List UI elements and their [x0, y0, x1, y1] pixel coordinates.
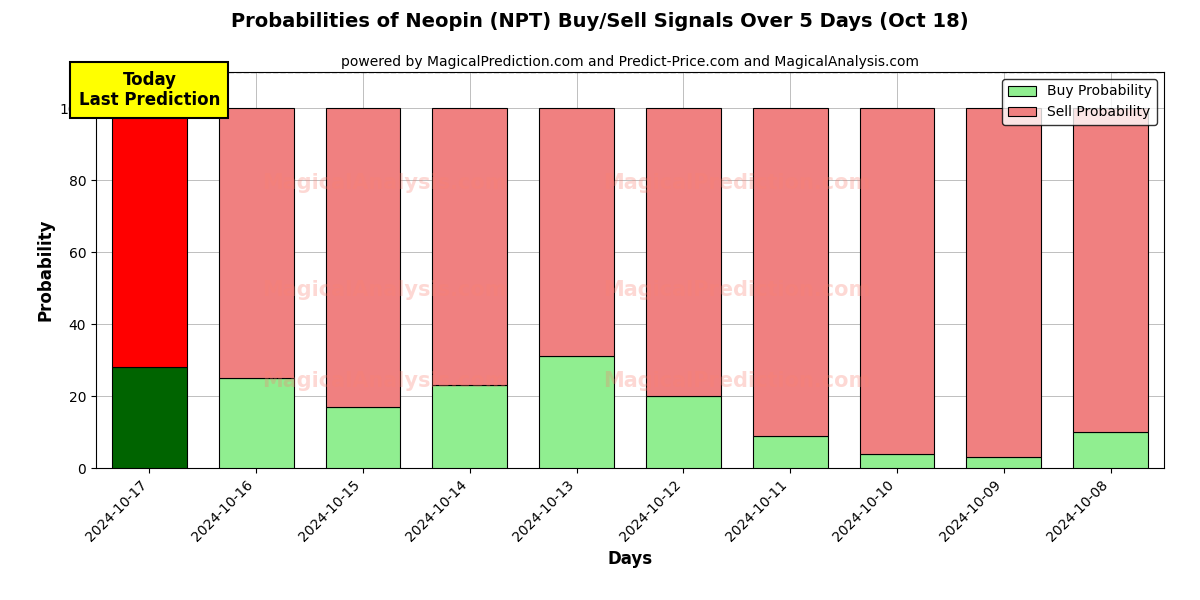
Bar — [966, 457, 1042, 468]
Text: MagicalPrediction.com: MagicalPrediction.com — [604, 371, 870, 391]
Bar — [859, 454, 935, 468]
Bar — [539, 108, 614, 356]
Text: MagicalAnalysis.com: MagicalAnalysis.com — [262, 371, 506, 391]
Bar — [966, 108, 1042, 457]
Bar — [325, 108, 401, 407]
Bar — [859, 108, 935, 454]
Bar — [432, 385, 508, 468]
Legend: Buy Probability, Sell Probability: Buy Probability, Sell Probability — [1002, 79, 1157, 125]
Text: MagicalAnalysis.com: MagicalAnalysis.com — [262, 173, 506, 193]
Bar — [1073, 432, 1148, 468]
Bar — [432, 108, 508, 385]
Bar — [218, 378, 294, 468]
Text: Probabilities of Neopin (NPT) Buy/Sell Signals Over 5 Days (Oct 18): Probabilities of Neopin (NPT) Buy/Sell S… — [232, 12, 968, 31]
Text: MagicalPrediction.com: MagicalPrediction.com — [604, 173, 870, 193]
Text: Today
Last Prediction: Today Last Prediction — [79, 71, 220, 109]
Bar — [112, 108, 187, 367]
Bar — [646, 396, 721, 468]
Bar — [752, 108, 828, 436]
Bar — [325, 407, 401, 468]
Bar — [752, 436, 828, 468]
X-axis label: Days: Days — [607, 550, 653, 568]
Bar — [218, 108, 294, 378]
Bar — [112, 367, 187, 468]
Text: MagicalAnalysis.com: MagicalAnalysis.com — [262, 280, 506, 300]
Bar — [646, 108, 721, 396]
Bar — [1073, 108, 1148, 432]
Y-axis label: Probability: Probability — [36, 219, 54, 321]
Title: powered by MagicalPrediction.com and Predict-Price.com and MagicalAnalysis.com: powered by MagicalPrediction.com and Pre… — [341, 55, 919, 70]
Text: MagicalPrediction.com: MagicalPrediction.com — [604, 280, 870, 300]
Bar — [539, 356, 614, 468]
